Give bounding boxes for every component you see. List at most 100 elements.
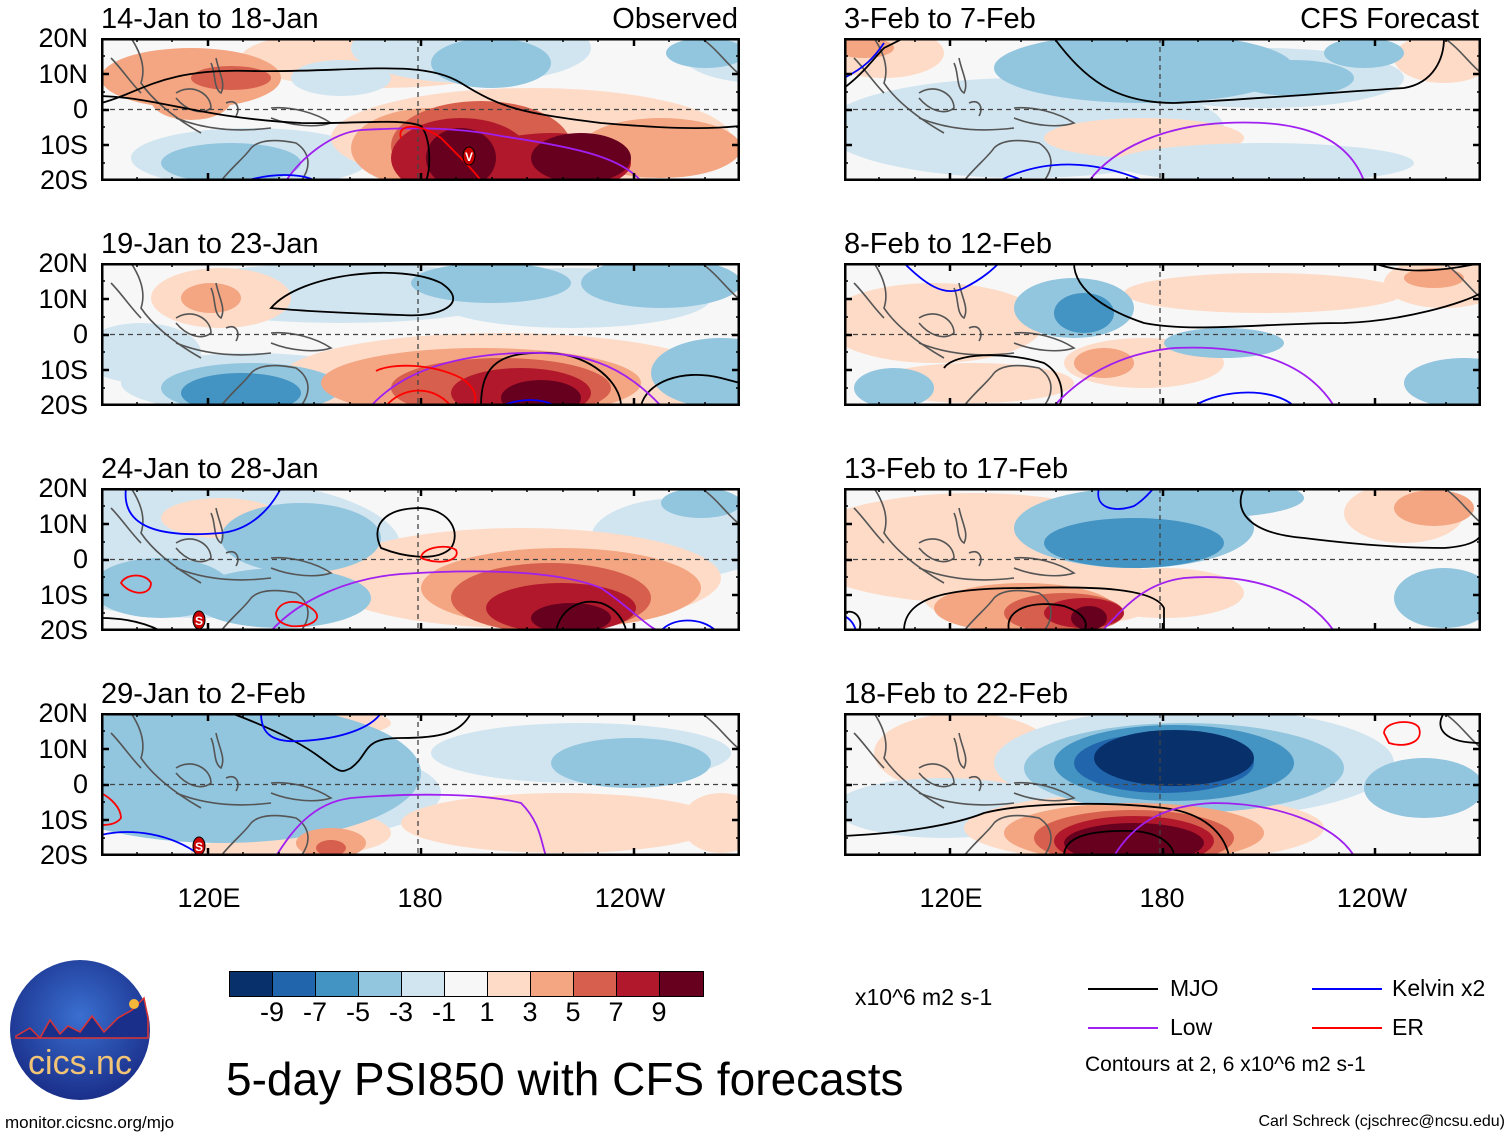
mjo-contour	[269, 271, 455, 317]
legend-line-low	[1088, 1027, 1158, 1029]
low-contour	[285, 127, 642, 181]
anomaly-field	[1394, 490, 1474, 526]
storm-marker-label: V	[465, 150, 473, 164]
coastline-segment	[918, 117, 1015, 131]
source-url[interactable]: monitor.cicsnc.org/mjo	[5, 1113, 175, 1132]
lat-label: 20S	[39, 615, 88, 645]
low-contour	[1113, 802, 1355, 856]
coastline-segment	[220, 372, 252, 406]
lat-label: 10N	[38, 283, 88, 314]
panel-title-fc-3: 13-Feb to 17-Feb	[844, 453, 1069, 485]
anomaly-field	[1404, 268, 1464, 288]
coastline-segment	[175, 313, 212, 338]
coastline-segment	[110, 282, 142, 319]
coastline-segment	[953, 282, 967, 320]
coastline-segment	[993, 814, 1052, 856]
anomaly-field	[661, 488, 740, 518]
coastline-segment	[175, 117, 272, 131]
er-contour	[399, 125, 482, 181]
panel-title-fc-2: 8-Feb to 12-Feb	[844, 228, 1052, 260]
coastline-segment	[175, 763, 212, 788]
anomaly-field	[844, 283, 1044, 363]
low-contour	[1088, 121, 1365, 181]
figure-title: 5-day PSI850 with CFS forecasts	[226, 1053, 904, 1105]
kelvin-contour	[260, 713, 382, 743]
anomaly-field	[531, 603, 611, 631]
coastline-segment	[210, 57, 224, 95]
panel-title-obs-4: 29-Jan to 2-Feb	[101, 678, 306, 710]
coastline-segment	[1013, 781, 1076, 802]
coastline-segment	[968, 775, 982, 792]
coastline-segment	[175, 88, 212, 113]
map-panel-fc-1	[844, 38, 1481, 181]
anomaly-field	[401, 793, 721, 853]
coastline-segment	[993, 589, 1052, 631]
coastline-segment	[918, 342, 1015, 356]
coastline-segment	[210, 282, 224, 320]
legend-label-low: Low	[1170, 1014, 1213, 1040]
lat-label: 10S	[39, 579, 88, 610]
coastline-segment	[250, 139, 309, 181]
colorbar-tick-label: 7	[608, 997, 624, 1027]
anomaly-field	[1044, 518, 1224, 568]
coastline-segment	[963, 597, 995, 631]
anomaly-field	[1364, 758, 1481, 818]
observed-tag: Observed	[612, 3, 738, 35]
coastline-segment	[918, 763, 955, 788]
anomaly-field	[1074, 348, 1134, 378]
coastline-segment	[1443, 713, 1481, 749]
anomaly-field	[1104, 488, 1304, 518]
er-contour	[119, 574, 152, 594]
coastline-segment	[993, 139, 1052, 181]
panel-title-obs-3: 24-Jan to 28-Jan	[101, 453, 319, 485]
colorbar-swatch	[445, 972, 488, 996]
coastline-segment	[1443, 38, 1481, 74]
map-panel-fc-3	[844, 488, 1481, 631]
mjo-contour	[903, 586, 1165, 631]
coastline-segment	[853, 57, 885, 94]
anomaly-field	[1324, 38, 1404, 68]
anomaly-field	[191, 568, 371, 628]
coastline-segment	[270, 781, 333, 802]
anomaly-field	[501, 380, 581, 406]
legend-line-kelvin	[1312, 988, 1382, 990]
coastline	[110, 488, 739, 631]
coastline-segment	[270, 331, 333, 352]
panel-title-fc-1: 3-Feb to 7-Feb	[844, 3, 1036, 35]
anomaly-field	[181, 283, 241, 313]
author-credit: Carl Schreck (cjschrec@ncsu.edu)	[1258, 1113, 1505, 1130]
anomaly-field	[651, 338, 740, 406]
anomaly-field	[1114, 143, 1414, 181]
map-panel-obs-3: S	[101, 488, 740, 631]
coastline-segment	[918, 313, 955, 338]
map-panel-obs-2	[101, 263, 740, 406]
anomaly-field	[1404, 358, 1481, 406]
lat-label: 20N	[38, 248, 88, 278]
anomaly-field	[1394, 38, 1481, 83]
colorbar-units: x10^6 m2 s-1	[855, 984, 993, 1010]
colorbar-tick-label: -9	[259, 997, 284, 1027]
storm-marker-label: S	[195, 614, 203, 628]
anomaly-field	[1071, 606, 1107, 630]
contour-note: Contours at 2, 6 x10^6 m2 s-1	[1085, 1053, 1366, 1076]
coastline-segment	[175, 567, 272, 581]
lat-label: 0	[72, 544, 88, 574]
coastline-segment	[225, 100, 239, 117]
er-contour	[385, 389, 452, 406]
storm-marker-icon	[462, 146, 476, 166]
panel-title-fc-4: 18-Feb to 22-Feb	[844, 678, 1069, 710]
colorbar-swatch	[531, 972, 574, 996]
coastline-segment	[918, 88, 955, 113]
mjo-contour	[844, 802, 1230, 856]
coastline-segment	[175, 792, 272, 806]
coastline-segment	[110, 732, 142, 769]
colorbar-tick-label: 9	[651, 997, 667, 1027]
coastline-segment	[953, 57, 967, 95]
mjo-contour	[101, 67, 740, 130]
anomaly-field	[431, 38, 551, 88]
coastline-segment	[270, 556, 333, 577]
panel-title-obs-1: 14-Jan to 18-Jan	[101, 3, 319, 35]
logo-text: cics.nc	[28, 1044, 132, 1082]
coastline-segment	[963, 147, 995, 181]
coastline-segment	[1443, 488, 1481, 524]
